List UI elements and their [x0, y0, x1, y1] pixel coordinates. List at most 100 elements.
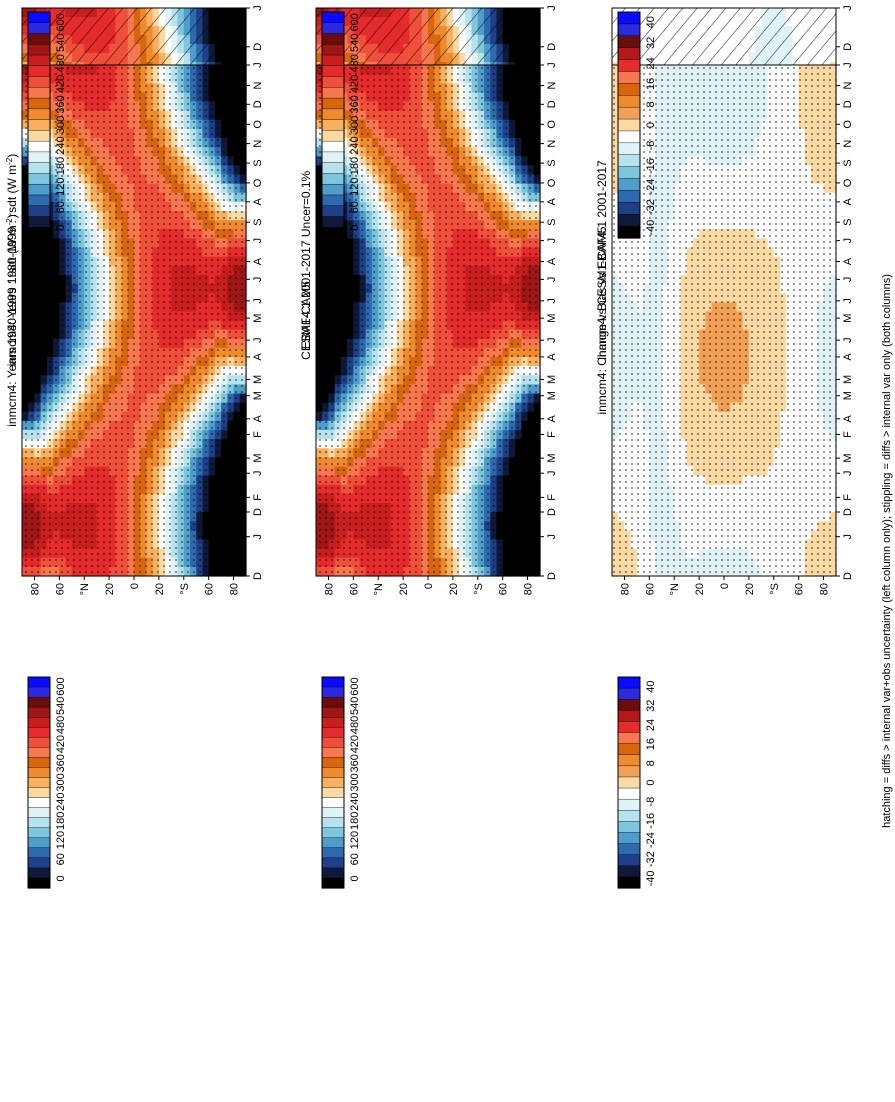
- colorbar-swatch: [27, 87, 51, 99]
- colorbar-label: 420: [55, 735, 67, 753]
- x-tick-label: O: [252, 120, 264, 129]
- colorbar-swatch: [27, 807, 51, 819]
- colorbar-swatch: [27, 11, 51, 24]
- panel-title-text: inmcm4: Years 1980-1999 : rsdt (W m: [5, 225, 19, 426]
- colorbar-label: 600: [55, 13, 67, 31]
- colorbar-label: 0: [55, 875, 67, 881]
- y-tick-label: 60: [204, 583, 216, 595]
- y-tick-label: 0: [129, 583, 141, 589]
- colorbar-swatch: [27, 119, 51, 131]
- x-tick-label: A: [252, 414, 264, 422]
- colorbar-swatch: [27, 837, 51, 849]
- colorbar-swatch: [27, 183, 51, 196]
- x-tick-label: N: [252, 140, 264, 148]
- panel-2: inmcm4: Years 1980-1999 : rsdt (W m-2) D J…: [5, 11, 264, 595]
- colorbar-swatch: [27, 676, 51, 688]
- colorbar-label: 360: [55, 754, 67, 772]
- colorbar-swatch: [27, 194, 51, 207]
- colorbar-swatch: [27, 787, 51, 799]
- x-tick-label: A: [252, 353, 264, 361]
- colorbar-swatch: [27, 65, 51, 78]
- colorbar-swatch: [27, 205, 51, 218]
- colorbar-label: 180: [55, 812, 67, 830]
- x-tick-label: D: [252, 100, 264, 108]
- colorbar-label: 240: [55, 793, 67, 811]
- panel-title-units-tail: ): [5, 214, 19, 218]
- panel-title: inmcm4: Years 1980-1999 : rsdt (W m-2): [5, 214, 19, 427]
- colorbar-swatch: [27, 76, 51, 88]
- y-tick-label: °S: [179, 583, 191, 595]
- colorbar-label: 540: [55, 34, 67, 52]
- colorbar-label: 600: [55, 677, 67, 695]
- colorbar-swatch: [27, 22, 51, 35]
- x-tick-label: M: [252, 453, 264, 462]
- colorbar-swatch: [27, 686, 51, 698]
- x-tick-label: A: [252, 198, 264, 206]
- colorbar-swatch: [27, 817, 51, 829]
- colorbar-label: 120: [55, 177, 67, 195]
- colorbar-swatch: [27, 44, 51, 56]
- colorbar-swatch: [27, 797, 51, 809]
- x-tick-label: J: [252, 277, 264, 283]
- colorbar-swatch: [27, 757, 51, 769]
- y-tick-label: 20: [154, 583, 166, 595]
- panel-title-text: inmcm4: Years 1980-1999 : rsdt (W m: [5, 165, 19, 366]
- colorbar-swatch: [27, 33, 51, 45]
- x-tick-label: A: [252, 257, 264, 265]
- colorbar-frame: [27, 676, 51, 889]
- x-tick-label: J: [252, 470, 264, 476]
- colorbar-label: 300: [55, 116, 67, 134]
- x-tick-label: J: [252, 5, 264, 11]
- colorbar-label: 480: [55, 54, 67, 72]
- colorbar-swatch: [27, 151, 51, 164]
- colorbar-swatch: [27, 737, 51, 748]
- x-tick-label: J: [252, 298, 264, 304]
- colorbar-label: 240: [55, 136, 67, 154]
- colorbar-swatch: [27, 162, 51, 175]
- x-tick-label: S: [252, 219, 264, 226]
- colorbar-swatch: [27, 227, 51, 239]
- colorbar-label: 360: [55, 95, 67, 113]
- colorbar-label: 480: [55, 716, 67, 734]
- colorbar-swatch: [27, 716, 51, 728]
- colorbar-swatch: [27, 847, 51, 859]
- colorbar-swatch: [27, 97, 51, 110]
- colorbar-label: 540: [55, 697, 67, 715]
- colorbar-swatch: [27, 173, 51, 185]
- x-tick-label: D: [252, 43, 264, 51]
- y-tick-label: 80: [29, 583, 41, 595]
- colorbar-swatch: [27, 747, 51, 758]
- y-tick-label: °N: [79, 583, 91, 595]
- x-tick-label: M: [252, 375, 264, 384]
- x-tick-label: M: [252, 391, 264, 400]
- colorbar-label: 60: [55, 853, 67, 865]
- colorbar-label: 120: [55, 831, 67, 849]
- x-tick-label: S: [252, 159, 264, 166]
- y-tick-label: 20: [104, 583, 116, 595]
- panel-title-units-tail: ): [5, 154, 19, 158]
- colorbar-swatch: [27, 130, 51, 142]
- colorbar-swatch: [27, 727, 51, 738]
- colorbar-label: 420: [55, 75, 67, 93]
- x-tick-label: N: [252, 82, 264, 90]
- colorbar-label: 300: [55, 773, 67, 791]
- y-tick-label: 80: [229, 583, 241, 595]
- colorbar-swatch: [27, 140, 51, 153]
- colorbar-swatch: [27, 108, 51, 121]
- x-tick-label: J: [252, 238, 264, 244]
- x-tick-label: D: [252, 572, 264, 580]
- colorbar-swatch: [27, 767, 51, 779]
- x-tick-label: O: [252, 178, 264, 187]
- colorbar-swatch: [27, 216, 51, 228]
- x-tick-label: J: [252, 337, 264, 343]
- colorbar-swatch: [27, 827, 51, 839]
- x-tick-label: F: [252, 494, 264, 501]
- colorbar-swatch: [27, 867, 51, 879]
- x-tick-label: J: [252, 62, 264, 68]
- colorbar-frame: [27, 11, 51, 239]
- colorbar-label: 60: [55, 201, 67, 213]
- x-tick-label: F: [252, 431, 264, 438]
